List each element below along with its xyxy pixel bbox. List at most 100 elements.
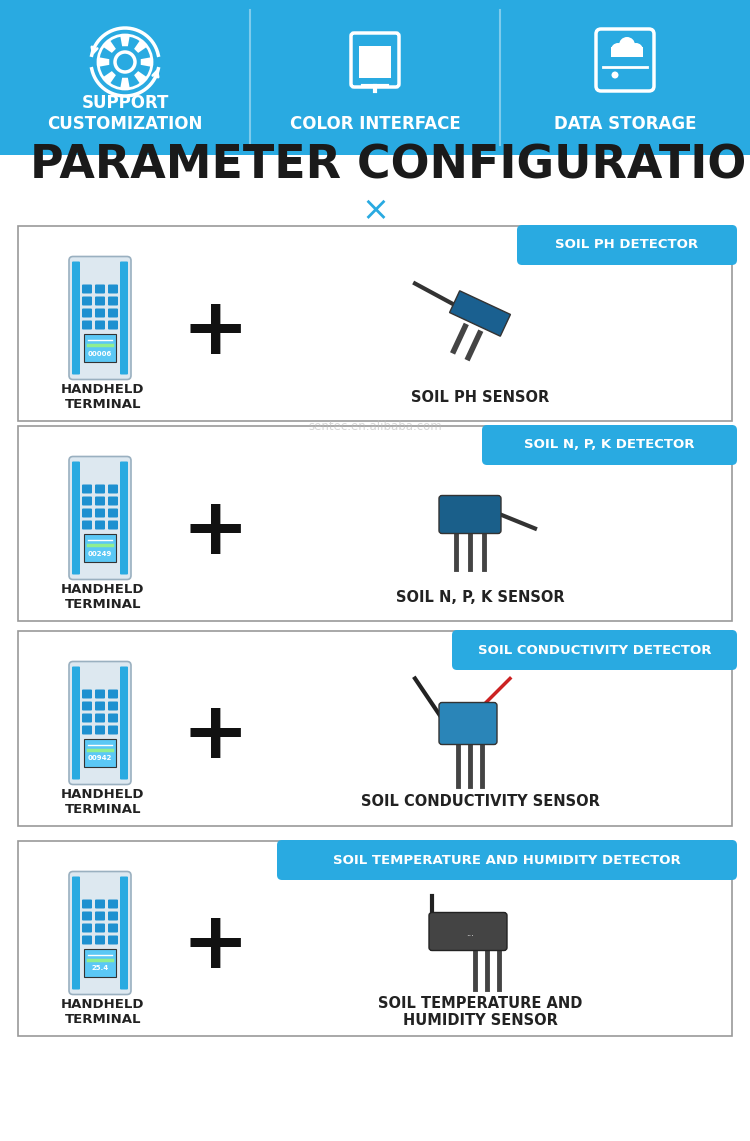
FancyBboxPatch shape xyxy=(95,520,105,529)
Circle shape xyxy=(619,37,635,52)
FancyBboxPatch shape xyxy=(84,534,116,561)
FancyBboxPatch shape xyxy=(108,321,118,330)
FancyBboxPatch shape xyxy=(69,456,131,580)
FancyBboxPatch shape xyxy=(108,726,118,735)
FancyBboxPatch shape xyxy=(82,689,92,698)
FancyBboxPatch shape xyxy=(611,47,643,57)
FancyBboxPatch shape xyxy=(120,876,128,989)
Polygon shape xyxy=(103,40,116,52)
Text: SOIL PH DETECTOR: SOIL PH DETECTOR xyxy=(556,238,698,251)
FancyBboxPatch shape xyxy=(82,308,92,317)
FancyBboxPatch shape xyxy=(18,631,732,826)
FancyBboxPatch shape xyxy=(95,485,105,494)
FancyBboxPatch shape xyxy=(82,520,92,529)
FancyBboxPatch shape xyxy=(95,713,105,722)
FancyBboxPatch shape xyxy=(72,666,80,779)
Text: HANDHELD
TERMINAL: HANDHELD TERMINAL xyxy=(62,583,145,610)
FancyBboxPatch shape xyxy=(82,321,92,330)
FancyBboxPatch shape xyxy=(82,713,92,722)
FancyBboxPatch shape xyxy=(120,666,128,779)
Polygon shape xyxy=(103,71,116,84)
FancyBboxPatch shape xyxy=(108,284,118,293)
FancyBboxPatch shape xyxy=(82,702,92,711)
Polygon shape xyxy=(141,57,152,67)
FancyBboxPatch shape xyxy=(452,630,737,670)
FancyBboxPatch shape xyxy=(95,308,105,317)
Text: +: + xyxy=(182,907,249,986)
Text: HANDHELD
TERMINAL: HANDHELD TERMINAL xyxy=(62,998,145,1026)
FancyBboxPatch shape xyxy=(108,923,118,932)
Circle shape xyxy=(611,43,625,57)
Text: HANDHELD
TERMINAL: HANDHELD TERMINAL xyxy=(62,383,145,411)
Circle shape xyxy=(629,43,643,57)
FancyBboxPatch shape xyxy=(108,308,118,317)
FancyBboxPatch shape xyxy=(82,912,92,921)
FancyBboxPatch shape xyxy=(95,297,105,306)
FancyBboxPatch shape xyxy=(72,261,80,374)
FancyBboxPatch shape xyxy=(95,321,105,330)
FancyBboxPatch shape xyxy=(69,872,131,995)
Text: 25.4: 25.4 xyxy=(92,965,109,971)
FancyBboxPatch shape xyxy=(108,912,118,921)
FancyBboxPatch shape xyxy=(482,424,737,466)
FancyBboxPatch shape xyxy=(108,520,118,529)
Text: 00006: 00006 xyxy=(88,350,112,356)
Polygon shape xyxy=(134,71,147,84)
Text: SOIL TEMPERATURE AND HUMIDITY DETECTOR: SOIL TEMPERATURE AND HUMIDITY DETECTOR xyxy=(333,853,681,866)
FancyBboxPatch shape xyxy=(82,726,92,735)
FancyBboxPatch shape xyxy=(108,713,118,722)
FancyBboxPatch shape xyxy=(95,509,105,518)
FancyBboxPatch shape xyxy=(439,703,497,744)
Text: 00249: 00249 xyxy=(88,550,112,557)
Circle shape xyxy=(611,72,619,79)
Text: DATA STORAGE: DATA STORAGE xyxy=(554,115,696,133)
Text: SOIL CONDUCTIVITY SENSOR: SOIL CONDUCTIVITY SENSOR xyxy=(361,794,599,809)
FancyBboxPatch shape xyxy=(18,426,732,621)
Text: sentec.en.alibaba.com: sentec.en.alibaba.com xyxy=(308,420,442,432)
FancyBboxPatch shape xyxy=(95,726,105,735)
FancyBboxPatch shape xyxy=(95,936,105,945)
FancyBboxPatch shape xyxy=(108,509,118,518)
FancyBboxPatch shape xyxy=(95,923,105,932)
FancyBboxPatch shape xyxy=(18,841,732,1036)
Polygon shape xyxy=(98,57,109,67)
FancyBboxPatch shape xyxy=(82,284,92,293)
FancyBboxPatch shape xyxy=(69,662,131,785)
FancyBboxPatch shape xyxy=(95,912,105,921)
FancyBboxPatch shape xyxy=(82,297,92,306)
FancyBboxPatch shape xyxy=(18,226,732,421)
Text: SOIL PH SENSOR: SOIL PH SENSOR xyxy=(411,389,549,405)
Polygon shape xyxy=(449,291,511,337)
Circle shape xyxy=(119,56,131,68)
FancyBboxPatch shape xyxy=(120,261,128,374)
Text: SOIL TEMPERATURE AND
HUMIDITY SENSOR: SOIL TEMPERATURE AND HUMIDITY SENSOR xyxy=(378,996,582,1028)
Text: 00942: 00942 xyxy=(88,755,112,761)
FancyBboxPatch shape xyxy=(120,461,128,575)
FancyBboxPatch shape xyxy=(82,923,92,932)
Text: SOIL CONDUCTIVITY DETECTOR: SOIL CONDUCTIVITY DETECTOR xyxy=(478,644,711,656)
FancyBboxPatch shape xyxy=(439,495,501,534)
FancyBboxPatch shape xyxy=(0,0,750,155)
FancyBboxPatch shape xyxy=(84,738,116,767)
FancyBboxPatch shape xyxy=(95,284,105,293)
Text: SOIL N, P, K DETECTOR: SOIL N, P, K DETECTOR xyxy=(524,438,694,452)
FancyBboxPatch shape xyxy=(95,689,105,698)
FancyBboxPatch shape xyxy=(108,936,118,945)
FancyBboxPatch shape xyxy=(517,225,737,265)
Text: ×: × xyxy=(361,194,389,227)
Polygon shape xyxy=(120,35,130,47)
Text: +: + xyxy=(182,493,249,570)
FancyBboxPatch shape xyxy=(108,485,118,494)
Text: COLOR INTERFACE: COLOR INTERFACE xyxy=(290,115,460,133)
FancyBboxPatch shape xyxy=(429,913,507,950)
FancyBboxPatch shape xyxy=(95,702,105,711)
FancyBboxPatch shape xyxy=(95,899,105,908)
FancyBboxPatch shape xyxy=(108,496,118,505)
Text: PARAMETER CONFIGURATION: PARAMETER CONFIGURATION xyxy=(30,144,750,188)
Text: ...: ... xyxy=(466,929,474,938)
Polygon shape xyxy=(134,40,147,52)
Text: HANDHELD
TERMINAL: HANDHELD TERMINAL xyxy=(62,788,145,816)
Text: +: + xyxy=(182,697,249,776)
Text: SOIL N, P, K SENSOR: SOIL N, P, K SENSOR xyxy=(396,590,564,605)
FancyBboxPatch shape xyxy=(82,509,92,518)
